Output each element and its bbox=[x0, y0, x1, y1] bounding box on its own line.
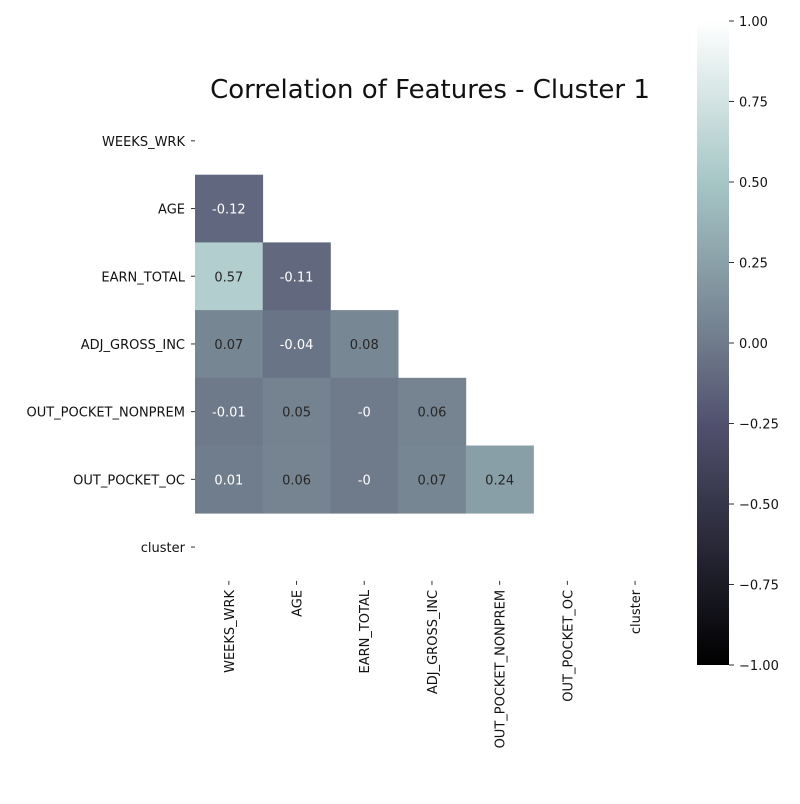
colorbar-tick-label: 0.50 bbox=[739, 176, 768, 191]
column-tick-labels: WEEKS_WRK AGE EARN_TOTAL ADJ_GROSS_INC OUT_P… bbox=[223, 580, 644, 749]
colorbar-tick-label: −0.50 bbox=[739, 498, 779, 513]
row-label: AGE bbox=[158, 203, 185, 218]
column-label: EARN_TOTAL bbox=[358, 589, 373, 673]
cell-value-label: 0.06 bbox=[282, 473, 311, 488]
row-label: OUT_POCKET_OC bbox=[73, 473, 185, 488]
row-label: WEEKS_WRK bbox=[102, 135, 185, 150]
colorbar: 1.00 0.75 0.50 0.25 0.00 −0.25 −0.50 −0.75 −1.00 bbox=[697, 15, 779, 674]
heatmap-cell bbox=[398, 377, 467, 446]
heatmap-cell bbox=[195, 445, 264, 514]
colorbar-tick-label: 1.00 bbox=[739, 15, 768, 30]
row-label: ADJ_GROSS_INC bbox=[81, 338, 185, 353]
cell-value-label: -0 bbox=[358, 406, 371, 421]
cell-value-label: 0.24 bbox=[485, 473, 514, 488]
cell-value-label: -0 bbox=[358, 473, 371, 488]
row-label: OUT_POCKET_NONPREM bbox=[26, 406, 185, 421]
heatmap-cell bbox=[262, 377, 331, 446]
cell-value-label: 0.07 bbox=[214, 338, 243, 353]
heatmap-cells: -0.12 0.57 -0.11 0.07 -0.04 0.08 -0.01 0.05 -0 0.… bbox=[195, 174, 534, 514]
cell-value-label: 0.08 bbox=[350, 338, 379, 353]
chart-title: Correlation of Features - Cluster 1 bbox=[210, 75, 650, 105]
row-tick-labels: WEEKS_WRK AGE EARN_TOTAL ADJ_GROSS_INC OUT_P… bbox=[26, 135, 195, 556]
heatmap-cell bbox=[195, 310, 264, 379]
cell-value-label: -0.11 bbox=[280, 270, 314, 285]
column-label: ADJ_GROSS_INC bbox=[426, 590, 441, 694]
heatmap-cell bbox=[195, 377, 264, 446]
column-label: cluster bbox=[629, 589, 644, 634]
heatmap-cell bbox=[330, 445, 399, 514]
row-label: EARN_TOTAL bbox=[101, 270, 185, 285]
colorbar-tick-label: 0.75 bbox=[739, 96, 768, 111]
colorbar-tick-label: 0.00 bbox=[739, 337, 768, 352]
heatmap-cell bbox=[330, 310, 399, 379]
cell-value-label: 0.01 bbox=[214, 473, 243, 488]
column-label: OUT_POCKET_NONPREM bbox=[494, 590, 509, 749]
cell-value-label: 0.07 bbox=[417, 473, 446, 488]
heatmap-cell bbox=[262, 445, 331, 514]
cell-value-label: -0.04 bbox=[280, 338, 314, 353]
heatmap-cell bbox=[195, 174, 264, 243]
colorbar-tick-label: −0.75 bbox=[739, 579, 779, 594]
heatmap-cell bbox=[465, 445, 534, 514]
column-label: AGE bbox=[291, 590, 306, 617]
cell-value-label: 0.06 bbox=[417, 406, 446, 421]
colorbar-tick-label: −0.25 bbox=[739, 418, 779, 433]
heatmap-cell bbox=[195, 242, 264, 311]
colorbar-tick-label: 0.25 bbox=[739, 257, 768, 272]
cell-value-label: 0.05 bbox=[282, 406, 311, 421]
colorbar-tick-label: −1.00 bbox=[739, 659, 779, 674]
heatmap-cell bbox=[262, 242, 331, 311]
heatmap-cell bbox=[330, 377, 399, 446]
heatmap-cell bbox=[262, 310, 331, 379]
colorbar-gradient bbox=[697, 21, 729, 665]
cell-value-label: 0.57 bbox=[214, 270, 243, 285]
column-label: WEEKS_WRK bbox=[223, 589, 238, 672]
row-label: cluster bbox=[141, 541, 186, 556]
column-label: OUT_POCKET_OC bbox=[561, 590, 576, 702]
cell-value-label: -0.01 bbox=[212, 406, 246, 421]
cell-value-label: -0.12 bbox=[212, 203, 246, 218]
heatmap-cell bbox=[398, 445, 467, 514]
